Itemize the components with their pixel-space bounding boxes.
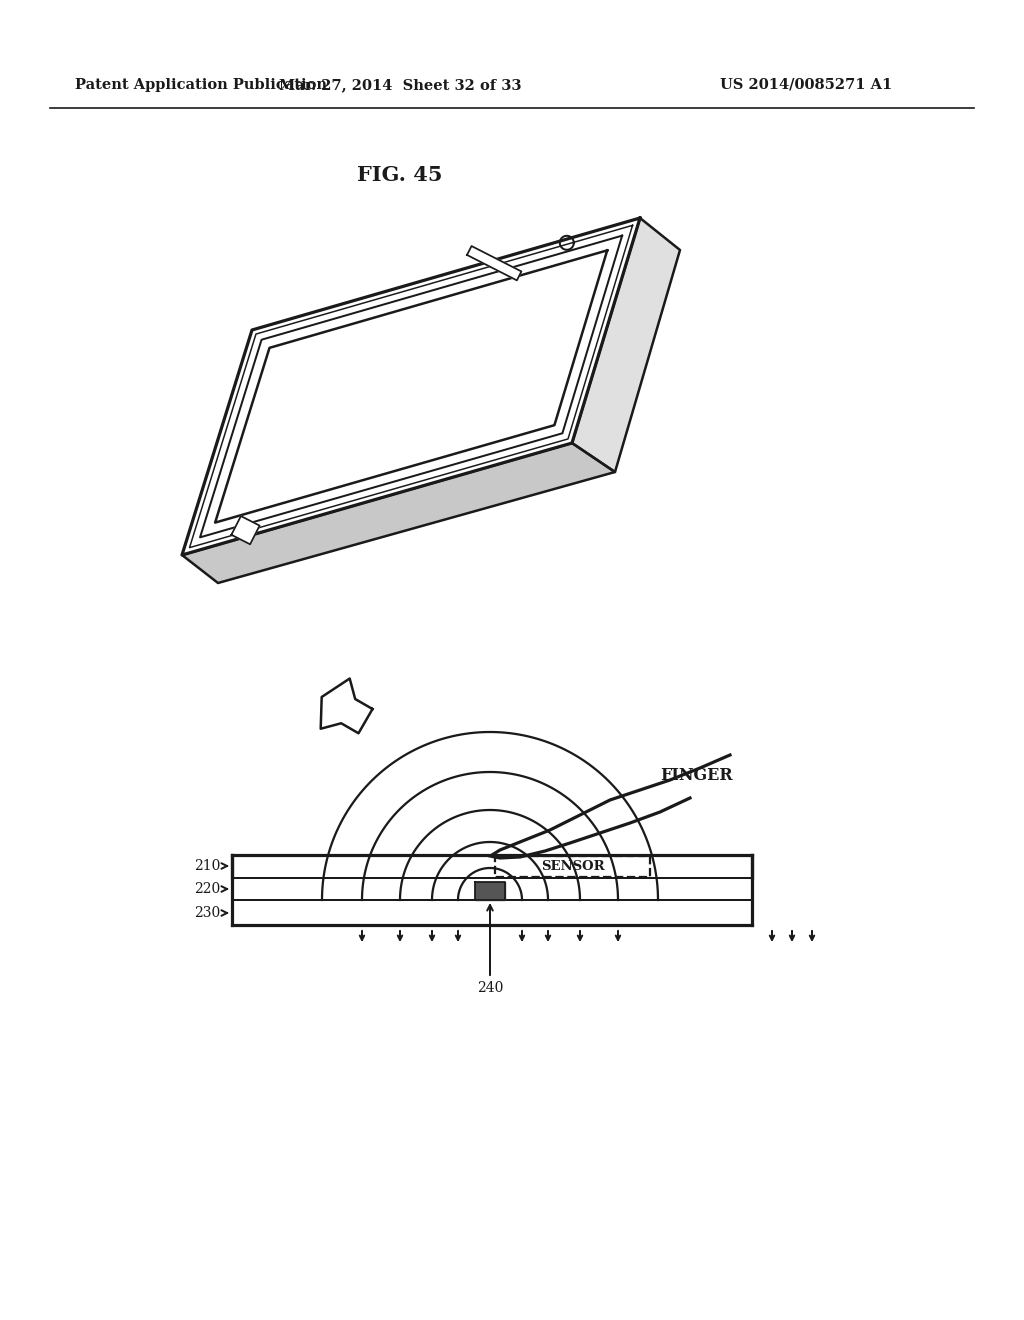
Text: SENSOR: SENSOR bbox=[541, 861, 604, 873]
Text: Mar. 27, 2014  Sheet 32 of 33: Mar. 27, 2014 Sheet 32 of 33 bbox=[279, 78, 521, 92]
Polygon shape bbox=[321, 678, 373, 733]
Polygon shape bbox=[572, 218, 680, 473]
Polygon shape bbox=[232, 855, 752, 878]
Polygon shape bbox=[231, 516, 260, 544]
Text: US 2014/0085271 A1: US 2014/0085271 A1 bbox=[720, 78, 892, 92]
Polygon shape bbox=[182, 444, 615, 583]
Polygon shape bbox=[232, 900, 752, 925]
Text: FINGER: FINGER bbox=[660, 767, 732, 784]
Polygon shape bbox=[215, 251, 607, 523]
Text: Patent Application Publication: Patent Application Publication bbox=[75, 78, 327, 92]
Polygon shape bbox=[232, 878, 752, 900]
Polygon shape bbox=[200, 236, 623, 537]
Text: FIG. 45: FIG. 45 bbox=[357, 165, 442, 185]
Text: 210: 210 bbox=[194, 859, 220, 873]
Polygon shape bbox=[467, 246, 521, 280]
Polygon shape bbox=[475, 882, 505, 900]
Text: 240: 240 bbox=[477, 981, 503, 995]
Text: 230: 230 bbox=[194, 906, 220, 920]
Text: 220: 220 bbox=[194, 882, 220, 896]
Polygon shape bbox=[182, 218, 640, 554]
